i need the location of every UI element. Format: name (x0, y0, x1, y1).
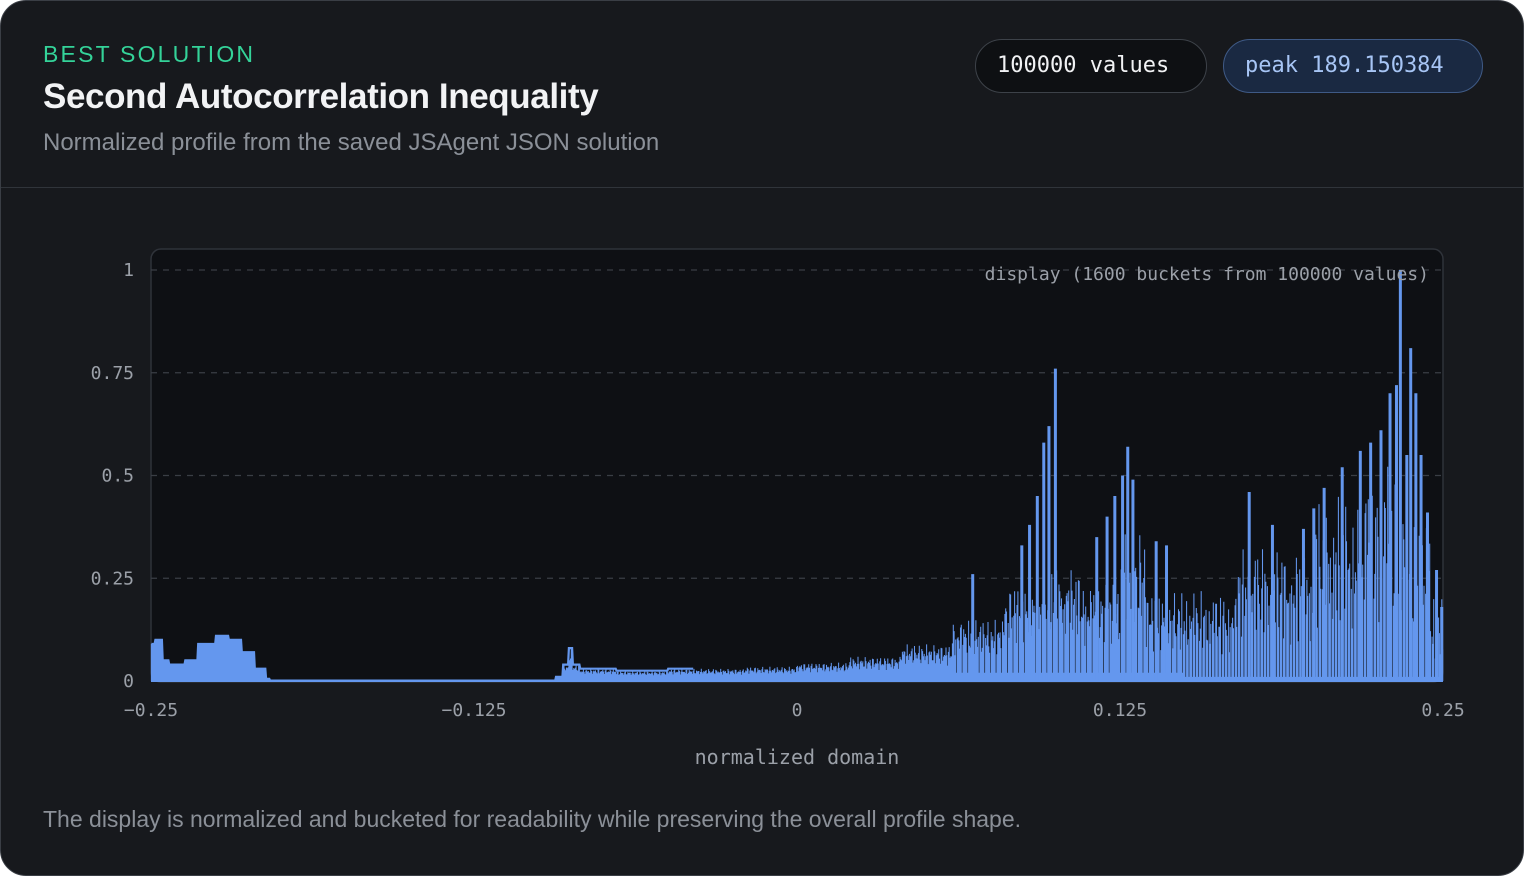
y-tick-label: 0.75 (91, 363, 134, 384)
x-tick-label: 0.25 (1421, 700, 1464, 721)
page-title: Second Autocorrelation Inequality (43, 77, 599, 116)
page-subtitle: Normalized profile from the saved JSAgen… (43, 129, 660, 156)
x-tick-label: 0 (792, 700, 803, 721)
footnote: The display is normalized and bucketed f… (43, 806, 1022, 832)
x-tick-label: 0.125 (1093, 700, 1147, 721)
peak-badge: peak 189.150384 (1223, 39, 1483, 93)
axes-layer: 0 0.25 0.5 0.75 1 −0.25 −0.125 0 0.125 0.25 (91, 260, 1465, 721)
chart-annotation: display (1600 buckets from 100000 values… (985, 264, 1429, 285)
y-tick-label: 0.5 (101, 466, 134, 487)
value-count-badge: 100000 values (975, 39, 1207, 93)
x-axis-title: normalized domain (695, 745, 900, 769)
profile-chart: 0 0.25 0.5 0.75 1 −0.25 −0.125 0 0.125 0.25 displ… (91, 248, 1465, 769)
header-divider (1, 187, 1523, 188)
x-tick-label: −0.25 (124, 700, 178, 721)
eyebrow-label: BEST SOLUTION (43, 41, 256, 67)
y-tick-label: 0.25 (91, 568, 134, 589)
x-tick-label: −0.125 (441, 700, 506, 721)
y-tick-label: 0 (123, 671, 134, 692)
y-tick-label: 1 (123, 260, 134, 281)
bars-layer (150, 270, 1444, 682)
